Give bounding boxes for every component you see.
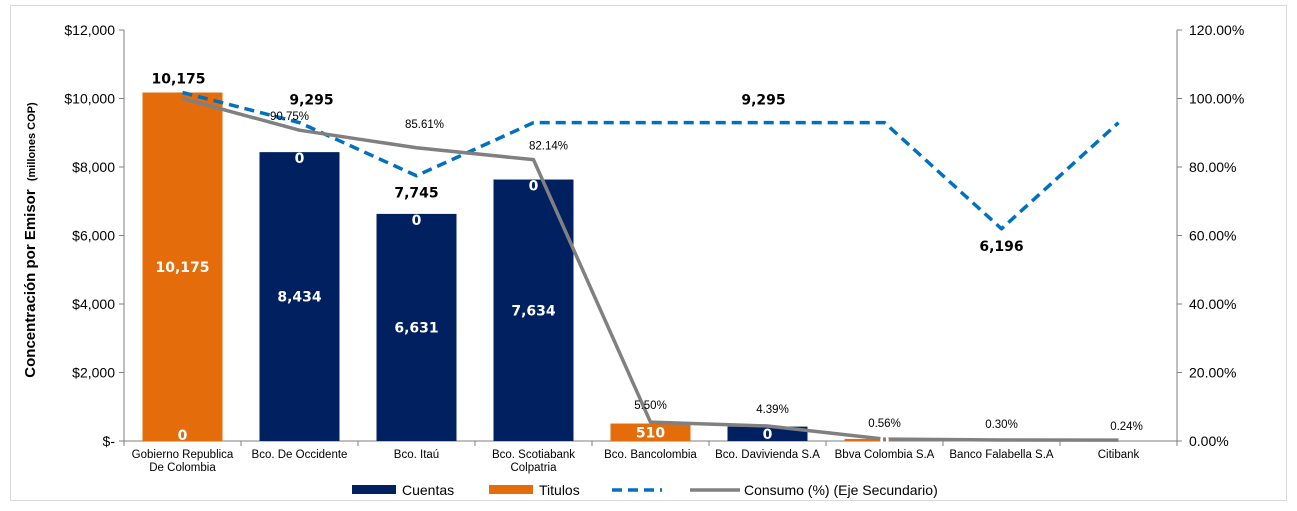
legend-label-titulos: Titulos <box>539 482 580 498</box>
bar-label-titulos: 0 <box>295 151 305 167</box>
bar-label-cuentas: 7,634 <box>511 303 556 319</box>
x-tick-label-line: Bco. De Occidente <box>252 449 348 461</box>
x-tick-label-line: Bco. Scotiabank <box>492 449 575 461</box>
consumo-data-label: 4.39% <box>756 404 789 416</box>
x-tick-label-line: De Colombia <box>149 462 216 474</box>
y-tick-label: $6,000 <box>72 228 115 244</box>
y-tick-label: $8,000 <box>72 159 115 175</box>
x-tick-label-line: Bco. Itaú <box>394 449 439 461</box>
x-tick-label: Gobierno Republica De Colombia <box>132 449 234 474</box>
bar-cuentas <box>376 213 457 441</box>
y-tick-label: $12,000 <box>64 22 115 38</box>
y-axis-title: Concentración por Emisor (millones COP) <box>22 102 39 378</box>
line-data-label: 10,175 <box>151 72 205 88</box>
x-tick-label-line: Bbva Colombia S.A <box>835 449 935 461</box>
x-tick-label-line: Citibank <box>1098 449 1140 461</box>
y-axis-unit: (millones COP) <box>26 102 38 181</box>
bar-titulos <box>142 92 223 441</box>
bar-label-titulos: 10,175 <box>155 260 209 276</box>
bar-cuentas <box>727 426 808 441</box>
bar-titulos <box>610 423 691 441</box>
consumo-data-label: 0.30% <box>985 419 1018 431</box>
y-tick-label: $4,000 <box>72 296 115 312</box>
y2-tick-label: 0.00% <box>1189 433 1229 449</box>
y2-tick-label: 60.00% <box>1189 228 1236 244</box>
consumo-data-label: 5.50% <box>634 400 667 412</box>
legend-label-cuentas: Cuentas <box>402 482 454 498</box>
bar-label-titulos: 0 <box>529 179 539 195</box>
x-tick-label-line: Bco. Davivienda S.A <box>715 449 820 461</box>
x-tick-label-line: Bco. Bancolombia <box>604 449 697 461</box>
svg-text:Concentración por Emisor: Concentración por Emisor (millones COP) <box>22 102 39 378</box>
y-tick-label: $2,000 <box>72 365 115 381</box>
bar-label-titulos: 0 <box>412 213 422 229</box>
x-tick-label: Citibank <box>1098 449 1140 461</box>
dashed-line-series <box>182 90 1120 231</box>
consumo-data-label: 85.61% <box>405 119 444 131</box>
x-tick-label-line: Colpatria <box>510 462 557 474</box>
legend-swatch-cuentas <box>352 485 396 494</box>
line-data-label: 7,745 <box>394 186 438 202</box>
bar-label-cuentas: 8,434 <box>277 290 322 306</box>
x-tick-label: Bco. Scotiabank Colpatria <box>492 449 575 474</box>
x-tick-label-line: Gobierno Republica <box>132 449 234 461</box>
bar-label-cuentas: 0 <box>178 428 188 444</box>
y2-tick-label: 120.00% <box>1189 22 1244 38</box>
x-tick-label: Bbva Colombia S.A <box>835 449 935 461</box>
y-tick-label: $10,000 <box>64 91 115 107</box>
consumo-data-label: 0.24% <box>1110 421 1143 433</box>
consumo-data-label: 0.56% <box>868 418 901 430</box>
bar-label-titulos: 0 <box>880 433 890 449</box>
consumo-data-label: 82.14% <box>529 141 568 153</box>
y2-tick-label: 80.00% <box>1189 159 1236 175</box>
y2-tick-label: 40.00% <box>1189 296 1236 312</box>
x-tick-label-line: Banco Falabella S.A <box>949 449 1054 461</box>
legend-label-consumo: Consumo (%) (Eje Secundario) <box>744 482 938 498</box>
bar-cuentas <box>259 152 340 441</box>
consumo-line-series <box>182 96 1119 442</box>
y-axis-label: Concentración por Emisor <box>22 189 39 378</box>
data-labels: 0 10,175 8,434 0 6,631 0 7,634 0 510 0 0 10,175 9,29… <box>151 72 1142 449</box>
bar-label-titulos: 510 <box>636 425 665 441</box>
y2-tick-label: 20.00% <box>1189 365 1236 381</box>
y-tick-label: $- <box>103 433 116 449</box>
x-tick-label: Bco. Itaú <box>394 449 439 461</box>
consumo-data-label: 90.75% <box>270 111 309 123</box>
legend: Cuentas Titulos Consumo (%) (Eje Secundari… <box>352 482 938 498</box>
bar-label-cuentas: 0 <box>763 427 773 443</box>
y2-tick-label: 100.00% <box>1189 91 1244 107</box>
x-tick-label: Banco Falabella S.A <box>949 449 1054 461</box>
line-data-label: 6,196 <box>979 239 1023 255</box>
lines <box>182 90 1120 442</box>
x-tick-label: Bco. Bancolombia <box>604 449 697 461</box>
line-data-label: 9,295 <box>741 93 785 109</box>
line-data-label: 9,295 <box>289 93 333 109</box>
bar-label-cuentas: 6,631 <box>394 320 438 336</box>
x-tick-label: Bco. Davivienda S.A <box>715 449 820 461</box>
legend-swatch-titulos <box>489 485 533 494</box>
x-tick-label: Bco. De Occidente <box>252 449 348 461</box>
